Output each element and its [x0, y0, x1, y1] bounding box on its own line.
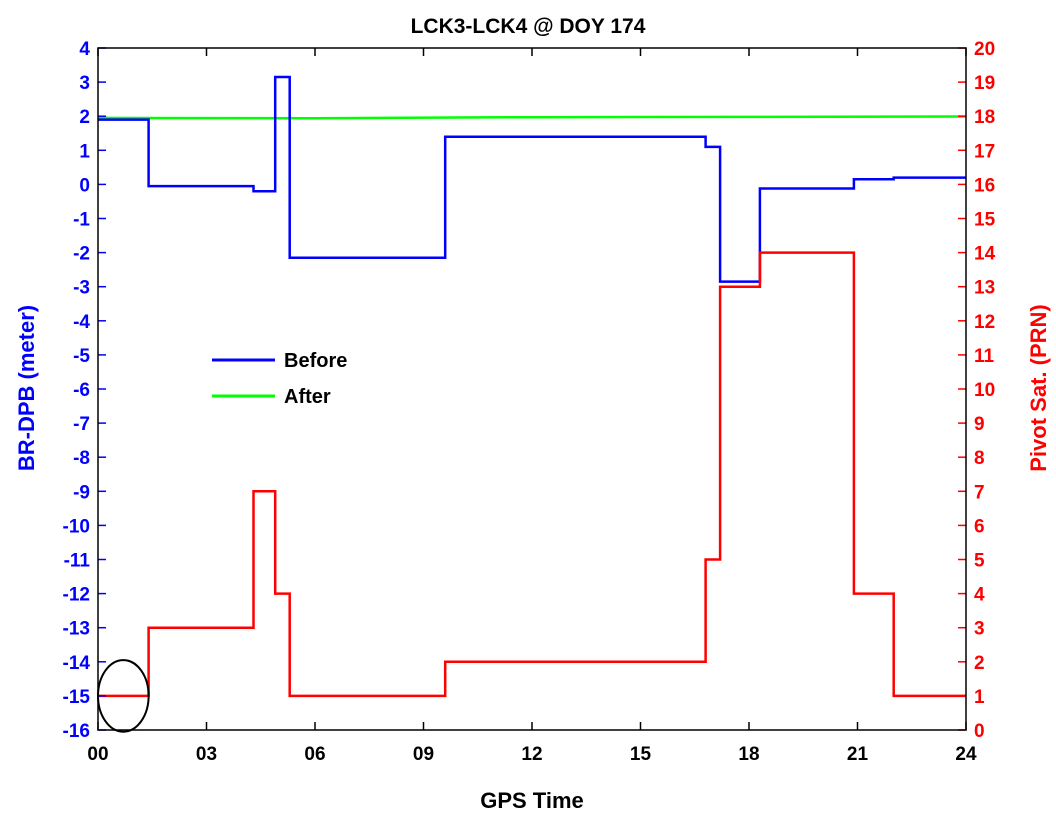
y-left-tick-label: -4	[73, 312, 90, 333]
x-tick-label: 12	[521, 744, 542, 765]
y-right-tick-label: 7	[974, 482, 985, 503]
y-left-tick-label: -15	[63, 687, 91, 708]
y-left-tick-label: -7	[73, 414, 90, 435]
y-left-tick-label: -16	[63, 721, 90, 742]
y-left-axis-label: BR-DPB (meter)	[14, 305, 39, 471]
legend: Before After	[212, 350, 347, 408]
y-right-tick-label: 20	[974, 39, 995, 60]
plot-frame	[97, 47, 967, 731]
y-right-tick-label: 17	[974, 141, 995, 162]
y-left-tick-label: 4	[79, 39, 90, 60]
y-left-axis-ticks: 4 3 2 1 0 -1 -2 -3 -4 -5 -6 -7 -8 -9 -10 -11 -12 -13 -14 -1…	[63, 39, 106, 742]
y-right-tick-label: 5	[974, 551, 985, 572]
y-left-tick-label: -14	[63, 653, 91, 674]
series-line-after	[97, 115, 967, 120]
x-tick-label: 15	[630, 744, 652, 765]
y-left-tick-label: -8	[73, 448, 90, 469]
y-left-tick-label: -13	[63, 619, 90, 640]
y-right-tick-label: 11	[974, 346, 995, 367]
x-axis-label: GPS Time	[480, 788, 584, 813]
x-tick-label: 18	[738, 744, 759, 765]
y-left-tick-label: -2	[73, 244, 90, 265]
legend-label-before: Before	[284, 350, 347, 372]
y-left-tick-label: -5	[73, 346, 90, 367]
y-right-tick-label: 0	[974, 721, 985, 742]
y-left-tick-label: -9	[73, 482, 90, 503]
y-right-axis-label: Pivot Sat. (PRN)	[1026, 304, 1051, 471]
y-right-tick-label: 13	[974, 278, 995, 299]
x-tick-label: 06	[304, 744, 325, 765]
y-right-tick-label: 12	[974, 312, 995, 333]
y-left-tick-label: 1	[79, 141, 90, 162]
y-left-tick-label: -3	[73, 278, 90, 299]
y-left-tick-label: -12	[63, 585, 90, 606]
x-tick-label: 21	[847, 744, 869, 765]
chart-title: LCK3-LCK4 @ DOY 174	[411, 15, 646, 38]
x-tick-label: 09	[413, 744, 434, 765]
x-axis-ticks: 00 03 06 09 12 15 18 21 24	[87, 48, 977, 765]
y-right-tick-label: 9	[974, 414, 985, 435]
y-right-tick-label: 2	[974, 653, 985, 674]
y-left-tick-label: -1	[73, 210, 90, 231]
y-left-tick-label: 0	[79, 175, 90, 196]
y-right-tick-label: 6	[974, 516, 985, 537]
y-right-tick-label: 10	[974, 380, 995, 401]
x-tick-label: 24	[955, 744, 977, 765]
legend-label-after: After	[284, 386, 331, 408]
y-left-tick-label: 2	[79, 107, 90, 128]
y-right-tick-label: 8	[974, 448, 985, 469]
y-left-tick-label: -6	[73, 380, 90, 401]
y-left-tick-label: 3	[79, 73, 90, 94]
y-right-tick-label: 3	[974, 619, 985, 640]
y-right-tick-label: 15	[974, 210, 996, 231]
y-right-tick-label: 19	[974, 73, 995, 94]
plot-area	[97, 75, 967, 733]
x-tick-label: 03	[196, 744, 217, 765]
y-right-tick-label: 1	[974, 687, 985, 708]
series-line-pivot	[98, 251, 966, 698]
y-right-tick-label: 14	[974, 244, 996, 265]
y-right-tick-label: 4	[974, 585, 985, 606]
series-line-before	[98, 75, 966, 283]
y-right-tick-label: 16	[974, 175, 995, 196]
y-right-tick-label: 18	[974, 107, 995, 128]
y-left-tick-label: -11	[64, 551, 91, 572]
x-tick-label: 00	[87, 744, 108, 765]
y-left-tick-label: -10	[63, 516, 90, 537]
